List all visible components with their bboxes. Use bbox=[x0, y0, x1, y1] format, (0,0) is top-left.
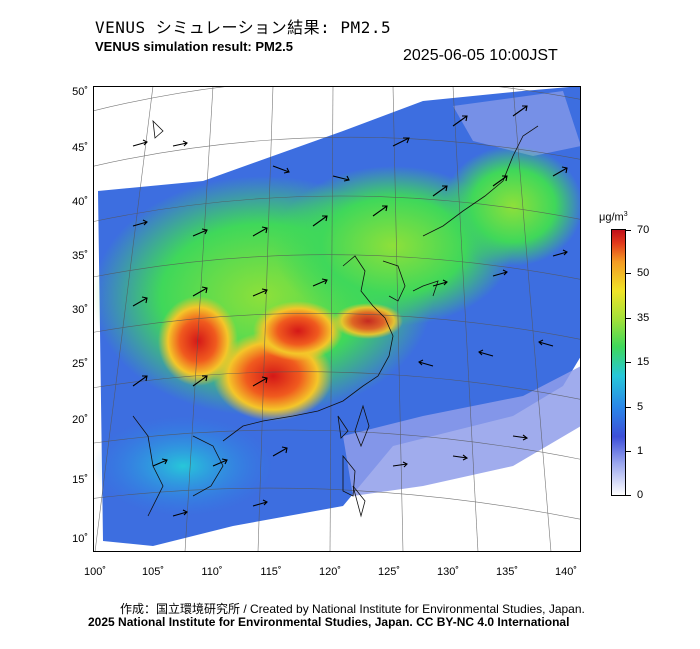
colorbar-label: 35 bbox=[637, 312, 650, 324]
map-border bbox=[93, 86, 581, 552]
credit-line: 作成：国立環境研究所 / Created by National Institu… bbox=[120, 602, 585, 616]
lat-label: 50˚ bbox=[72, 86, 88, 98]
colorbar-tick bbox=[626, 495, 631, 496]
colorbar-unit: μg/m3 bbox=[599, 211, 628, 224]
lat-label: 15˚ bbox=[72, 474, 88, 486]
lon-label: 130˚ bbox=[436, 566, 460, 578]
colorbar-tick bbox=[626, 407, 631, 408]
colorbar-tick bbox=[626, 451, 631, 452]
graticule bbox=[93, 86, 581, 552]
wind-vectors bbox=[132, 105, 568, 517]
coastlines bbox=[132, 119, 539, 518]
pm25-field-lowblue-north bbox=[453, 91, 581, 156]
colorbar-tick bbox=[626, 230, 631, 231]
colorbar-tick bbox=[626, 273, 631, 274]
lat-label: 30˚ bbox=[72, 304, 88, 316]
lat-label: 40˚ bbox=[72, 196, 88, 208]
lon-label: 140˚ bbox=[554, 566, 578, 578]
colorbar-label: 5 bbox=[637, 401, 644, 413]
colorbar bbox=[611, 229, 626, 496]
pm25-field-lowblue bbox=[343, 366, 581, 496]
colorbar-label: 0 bbox=[637, 489, 644, 501]
colorbar-label: 1 bbox=[637, 445, 644, 457]
copyright-line: 2025 National Institute for Environmenta… bbox=[88, 615, 570, 629]
pm25-hotspot-center bbox=[253, 301, 343, 361]
lat-label: 25˚ bbox=[72, 358, 88, 370]
lon-label: 125˚ bbox=[377, 566, 401, 578]
pm25-map bbox=[93, 86, 581, 552]
colorbar-tick bbox=[626, 362, 631, 363]
lon-label: 110˚ bbox=[201, 566, 223, 578]
map-title-english: VENUS simulation result: PM2.5 bbox=[95, 39, 293, 54]
pm25-plume-cyan bbox=[93, 416, 273, 516]
lon-label: 105˚ bbox=[141, 566, 165, 578]
lon-label: 100˚ bbox=[83, 566, 107, 578]
colorbar-label: 70 bbox=[637, 224, 650, 236]
colorbar-tick bbox=[626, 318, 631, 319]
lon-label: 120˚ bbox=[318, 566, 342, 578]
pm25-hotspot-east bbox=[333, 303, 403, 339]
colorbar-label: 50 bbox=[637, 267, 650, 279]
pm25-hotspot-west bbox=[158, 296, 238, 386]
lat-label: 35˚ bbox=[72, 250, 88, 262]
map-title-japanese: VENUS シミュレーション結果: PM2.5 bbox=[95, 18, 392, 37]
forecast-timestamp: 2025-06-05 10:00JST bbox=[403, 47, 558, 64]
lat-label: 45˚ bbox=[72, 142, 88, 154]
pm25-plume-green-japan bbox=[443, 146, 581, 266]
lon-label: 115˚ bbox=[260, 566, 282, 578]
lat-label: 20˚ bbox=[72, 414, 88, 426]
lon-label: 135˚ bbox=[495, 566, 519, 578]
lat-label: 10˚ bbox=[72, 533, 88, 545]
colorbar-label: 15 bbox=[637, 356, 650, 368]
